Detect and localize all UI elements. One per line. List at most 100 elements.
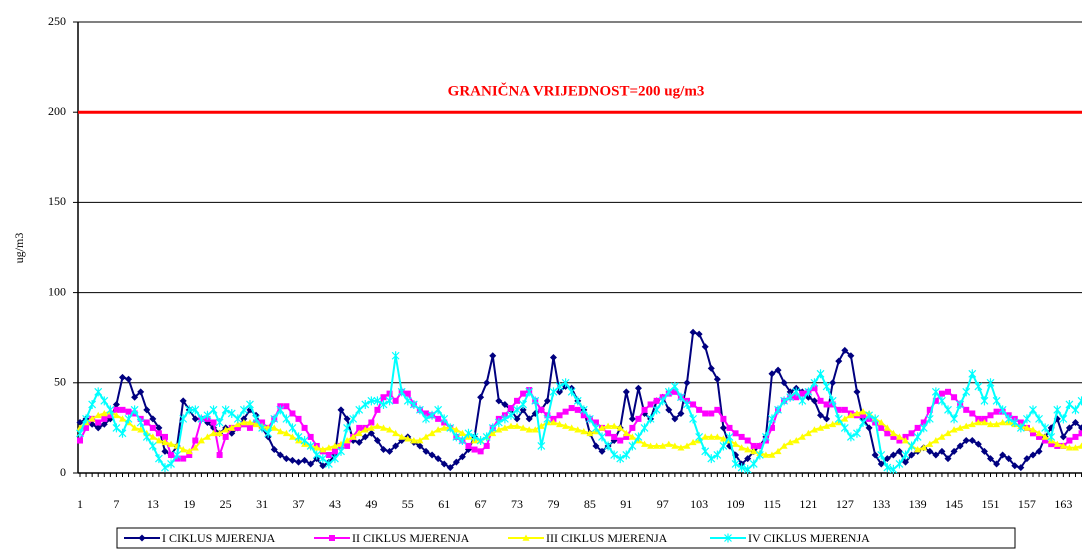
marker [592, 419, 599, 426]
marker [950, 414, 959, 424]
marker [318, 454, 327, 464]
marker [76, 428, 84, 438]
marker [356, 424, 363, 431]
marker [652, 405, 661, 415]
marker [464, 428, 473, 438]
marker [871, 451, 879, 459]
marker [986, 378, 995, 388]
marker [203, 433, 211, 440]
marker [731, 459, 740, 469]
marker [616, 424, 624, 431]
marker [944, 405, 952, 415]
marker [683, 379, 691, 387]
marker [470, 432, 479, 442]
marker [119, 406, 126, 413]
marker [301, 424, 308, 431]
marker [737, 463, 746, 473]
marker [138, 534, 146, 542]
x-tick-label: 61 [438, 497, 450, 511]
marker [647, 401, 654, 408]
marker [197, 414, 206, 424]
marker [981, 415, 988, 422]
marker [580, 412, 587, 419]
marker [1059, 433, 1067, 441]
x-tick-label: 7 [113, 497, 119, 511]
marker [665, 406, 673, 414]
marker [974, 440, 982, 448]
marker [895, 447, 903, 455]
marker [907, 441, 916, 451]
marker [695, 330, 703, 338]
marker [1078, 430, 1082, 437]
marker [500, 414, 509, 424]
marker [355, 405, 364, 415]
marker [677, 444, 685, 451]
marker [435, 415, 442, 422]
marker [859, 417, 867, 427]
marker [701, 343, 709, 351]
marker [598, 432, 606, 442]
marker [434, 455, 442, 463]
marker [489, 352, 497, 360]
marker [598, 447, 606, 455]
marker [792, 387, 801, 397]
marker [659, 442, 667, 449]
marker [653, 397, 660, 404]
marker [312, 450, 321, 460]
marker [999, 451, 1007, 459]
marker [823, 415, 831, 423]
y-axis-label: ug/m3 [12, 233, 26, 264]
marker [94, 387, 103, 397]
marker [192, 437, 199, 444]
marker [1071, 405, 1080, 415]
marker [690, 401, 697, 408]
marker [968, 369, 977, 379]
marker [846, 432, 855, 442]
marker [276, 451, 284, 459]
marker [926, 406, 933, 413]
marker [810, 426, 818, 433]
marker [902, 458, 910, 466]
x-tick-label: 13 [147, 497, 159, 511]
marker [665, 440, 673, 447]
marker [951, 394, 958, 401]
marker [520, 390, 527, 397]
marker [161, 463, 169, 473]
marker [355, 429, 363, 437]
x-tick-label: 1 [77, 497, 83, 511]
marker [926, 440, 934, 447]
x-tick-label: 151 [982, 497, 1000, 511]
marker [386, 447, 394, 455]
marker [774, 405, 782, 415]
marker [925, 414, 934, 424]
marker [562, 408, 569, 415]
marker [307, 433, 314, 440]
marker [368, 419, 375, 426]
marker [94, 424, 102, 432]
marker [161, 433, 168, 440]
marker [101, 415, 108, 422]
marker [367, 396, 376, 406]
marker [289, 410, 296, 417]
marker [538, 406, 545, 413]
marker [112, 411, 120, 419]
marker [136, 417, 145, 427]
marker [203, 410, 212, 420]
marker [404, 435, 412, 442]
marker [270, 414, 279, 424]
marker [726, 424, 733, 431]
marker [1023, 455, 1031, 463]
marker [155, 430, 162, 437]
marker [768, 414, 776, 424]
marker [100, 409, 108, 417]
x-tick-label: 55 [402, 497, 414, 511]
marker [246, 424, 253, 431]
marker [786, 388, 794, 396]
marker [804, 429, 812, 437]
marker [890, 433, 897, 440]
marker [683, 442, 691, 449]
marker [816, 369, 825, 379]
marker [77, 437, 83, 444]
marker [1078, 424, 1082, 432]
